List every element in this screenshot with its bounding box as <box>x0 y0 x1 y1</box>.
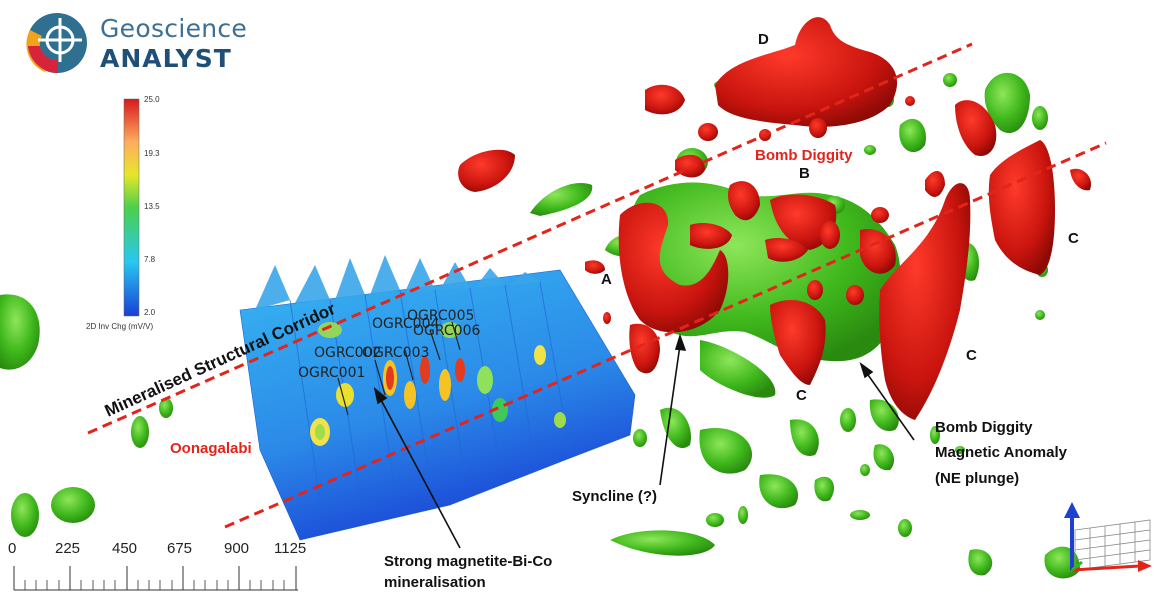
logo-line2: ANALYST <box>100 44 232 73</box>
syncline-label: Syncline (?) <box>572 488 658 505</box>
body-label-c-left: C <box>796 387 807 404</box>
body-label-b: B <box>799 165 810 182</box>
colorbar-tick-min: 2.0 <box>144 308 156 317</box>
anomaly-label-line2: Magnetic Anomaly <box>935 444 1067 461</box>
scale-tick-label: 1125 <box>274 540 307 557</box>
colorbar-unit: 2D Inv Chg (mV/V) <box>86 322 154 331</box>
body-label-d: D <box>758 31 769 48</box>
magnetite-label-line2: mineralisation <box>384 574 486 591</box>
annotation-arrows <box>373 333 915 549</box>
magnetic-isosurfaces <box>0 72 1080 579</box>
colorbar-tick: 13.5 <box>144 202 160 211</box>
logo-line1: Geoscience <box>100 14 248 43</box>
logo-icon <box>26 13 87 74</box>
anomaly-label-line1: Bomb Diggity <box>935 419 1033 436</box>
oonagalabi-label: Oonagalabi <box>170 440 252 457</box>
scale-tick-label: 450 <box>112 540 138 557</box>
scale-tick-label: 0 <box>8 540 17 557</box>
drillhole-label: OGRC002 <box>314 345 382 361</box>
bomb-diggity-label: Bomb Diggity <box>755 147 853 164</box>
drillhole-label: OGRC001 <box>298 365 366 381</box>
inversion-sections <box>239 255 636 541</box>
colorbar-tick: 7.8 <box>144 255 156 264</box>
body-label-c-mid: C <box>966 347 977 364</box>
scale-tick-label: 675 <box>167 540 193 557</box>
drillhole-label: OGRC004 <box>372 316 440 332</box>
structural-corridor-lines <box>87 42 1107 529</box>
colorbar <box>123 98 140 317</box>
scale-tick-label: 900 <box>224 540 250 557</box>
drillhole-label: OGRC006 <box>413 323 481 339</box>
axis-triad-icon[interactable] <box>1064 502 1152 572</box>
colorbar-tick: 19.3 <box>144 149 160 158</box>
colorbar-tick-max: 25.0 <box>144 95 160 104</box>
anomaly-label-line3: (NE plunge) <box>935 470 1020 487</box>
scale-tick-label: 225 <box>55 540 81 557</box>
drillhole-label: OGRC003 <box>362 345 430 361</box>
magnetite-label-line1: Strong magnetite-Bi-Co <box>384 553 553 570</box>
conductive-isosurfaces <box>458 17 1091 420</box>
body-label-c-right: C <box>1068 230 1079 247</box>
scale-bar <box>13 566 298 591</box>
drillhole-label: OGRC005 <box>407 308 475 324</box>
body-label-a: A <box>601 271 612 288</box>
